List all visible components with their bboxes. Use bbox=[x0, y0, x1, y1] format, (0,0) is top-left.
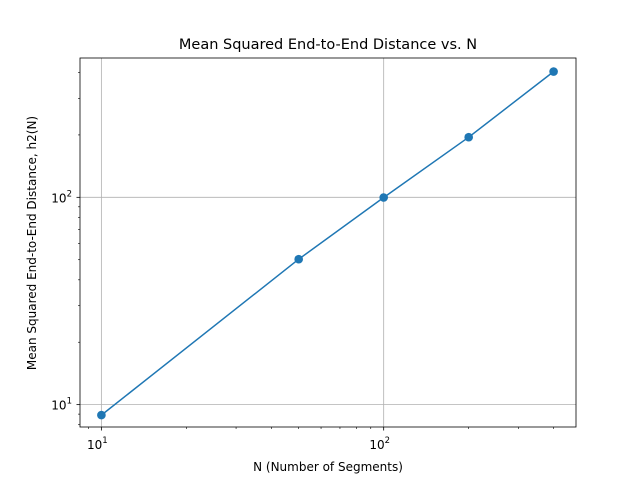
y-tick-label-exponent: 1 bbox=[67, 397, 72, 407]
y-tick-label: 102 bbox=[51, 189, 72, 205]
x-tick-label: 102 bbox=[369, 436, 390, 452]
y-tick-label: 101 bbox=[51, 397, 72, 413]
series-line bbox=[100, 71, 555, 416]
x-tick-label-base: 10 bbox=[87, 438, 102, 452]
y-tick-label-base: 10 bbox=[51, 191, 66, 205]
y-tick-label-exponent: 2 bbox=[67, 189, 72, 199]
x-tick-label-exponent: 1 bbox=[102, 436, 107, 446]
data-point bbox=[97, 410, 106, 420]
x-tick-label: 101 bbox=[87, 436, 108, 452]
data-point bbox=[294, 254, 304, 264]
y-axis-label: Mean Squared End-to-End Distance, h2(N) bbox=[25, 116, 39, 370]
plot-frame bbox=[79, 57, 577, 428]
y-tick-label-base: 10 bbox=[51, 399, 66, 413]
x-axis-label: N (Number of Segments) bbox=[253, 460, 403, 474]
x-tick-label-exponent: 2 bbox=[385, 436, 390, 446]
data-point bbox=[464, 132, 474, 142]
series bbox=[97, 67, 558, 420]
data-point bbox=[379, 193, 389, 202]
data-point bbox=[549, 67, 558, 76]
x-tick-label-base: 10 bbox=[369, 438, 384, 452]
chart-title: Mean Squared End-to-End Distance vs. N bbox=[179, 37, 477, 53]
grid bbox=[80, 58, 576, 427]
